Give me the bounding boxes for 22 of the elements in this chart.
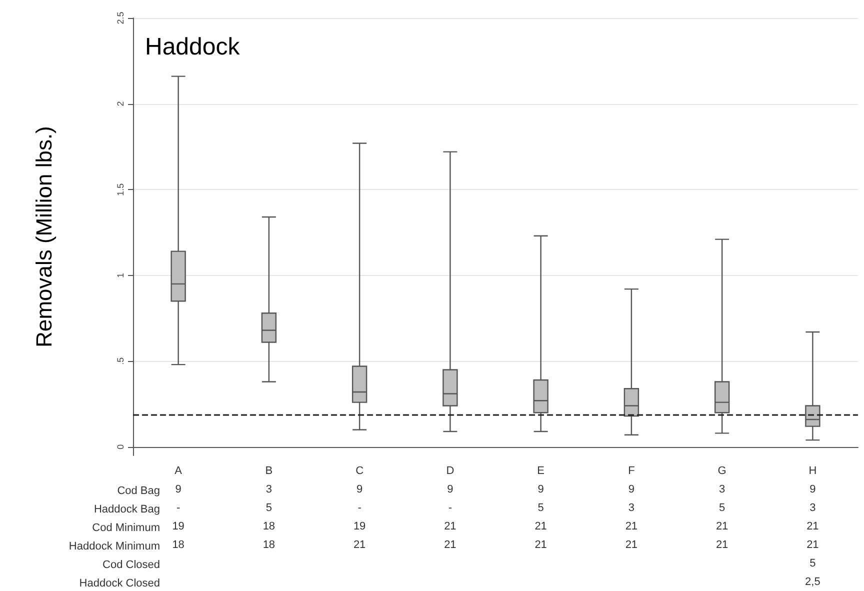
x-tick-label: C 9 - 19 21 (353, 464, 366, 551)
x-tick-label: E 9 5 21 21 (534, 464, 547, 551)
text: Cod Closed (102, 559, 160, 571)
y-tick-label: 2.5 (116, 12, 126, 24)
text: Haddock Bag (94, 504, 160, 516)
y-tick-label: 1.5 (116, 183, 126, 196)
text: Cod Minimum (92, 522, 160, 534)
y-tick-label: 1 (116, 272, 126, 278)
y-tick-label: 2 (116, 101, 126, 106)
x-tick-label: H 9 3 21 21 5 2,5 (805, 464, 820, 588)
y-tick-label: 0 (116, 444, 126, 450)
y-tick-label: .5 (116, 357, 126, 365)
text: Haddock Closed (79, 578, 160, 590)
text: Haddock (145, 34, 241, 60)
text: Haddock Minimum (68, 540, 160, 552)
x-tick-label: G 3 5 21 21 (716, 464, 728, 551)
x-tick-label: D 9 - 21 21 (444, 464, 456, 551)
x-tick-label: A 9 - 19 18 (172, 464, 184, 551)
x-tick-label: F 9 3 21 21 (625, 464, 638, 551)
x-tick-label: B 3 5 18 18 (262, 464, 276, 551)
y-axis-title: Removals (Million lbs.) (32, 126, 56, 348)
text: Cod Bag (117, 485, 160, 497)
